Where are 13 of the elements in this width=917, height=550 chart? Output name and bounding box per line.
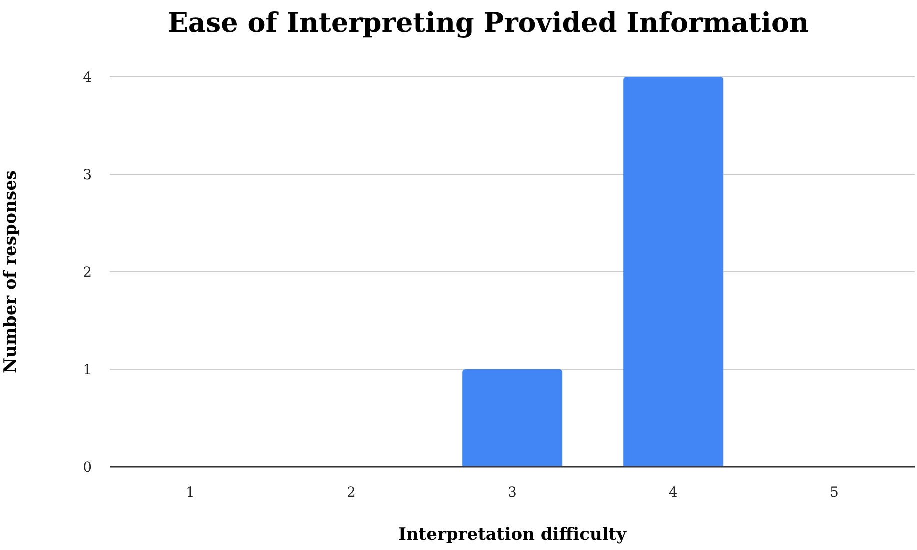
y-tick-label: 2 <box>83 264 92 281</box>
x-tick-label: 5 <box>830 484 839 501</box>
chart-title: Ease of Interpreting Provided Information <box>166 8 810 39</box>
y-axis-title: Number of responses <box>1 170 22 374</box>
y-tick-label: 4 <box>83 70 92 86</box>
x-tick-label: 4 <box>669 484 678 501</box>
y-tick-label: 1 <box>83 362 92 378</box>
y-tick-label: 0 <box>83 460 92 476</box>
x-tick-label: 1 <box>186 484 195 501</box>
y-tick-label: 3 <box>83 167 92 184</box>
x-axis-title: Interpretation difficulty <box>398 525 628 545</box>
x-tick-label: 3 <box>508 484 517 501</box>
x-tick-label: 2 <box>347 484 356 501</box>
